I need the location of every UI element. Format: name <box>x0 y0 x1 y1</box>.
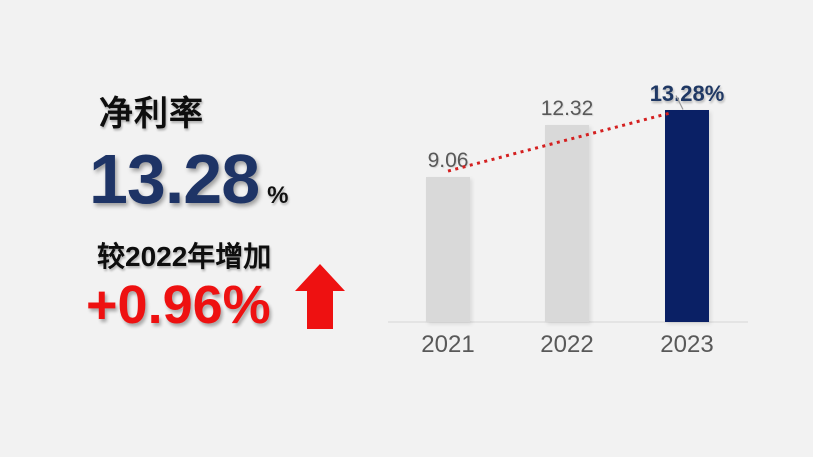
bar-value-label: 13.28% <box>649 80 725 106</box>
axis-category-label: 2021 <box>421 331 475 358</box>
kpi-title: 净利率 <box>99 95 204 133</box>
kpi-value-unit: % <box>267 182 289 209</box>
comparison-label: 较2022年增加 <box>97 241 272 272</box>
bar-2023 <box>665 109 709 322</box>
axis-category-label: 2023 <box>660 331 714 358</box>
bar-2022 <box>545 124 589 322</box>
delta-value: +0.96% <box>86 275 271 335</box>
kpi-value: 13.28 <box>89 140 260 218</box>
x-axis-line <box>388 321 748 323</box>
bar-chart: 9.06 2021 12.32 2022 13.28% 2023 <box>388 80 748 358</box>
kpi-value-row: 13.28% <box>89 144 289 214</box>
bar-value-label: 9.06 <box>427 149 469 173</box>
bar-2021 <box>426 177 470 322</box>
axis-category-label: 2022 <box>540 331 594 358</box>
up-arrow-icon <box>295 264 345 329</box>
bar-value-label: 12.32 <box>540 96 594 120</box>
